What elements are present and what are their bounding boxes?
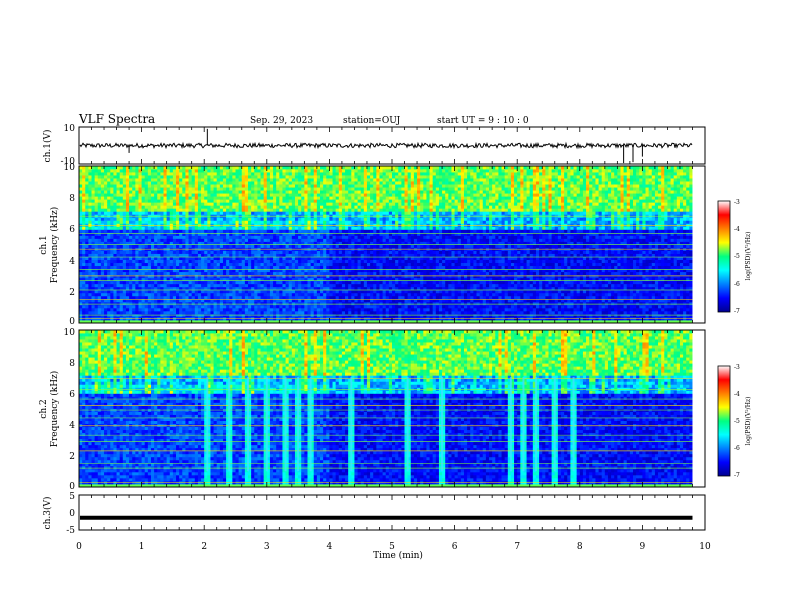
ch1-ytick-top: 10 <box>64 124 76 134</box>
cb1-tick-m3: -3 <box>734 199 740 206</box>
cb2-tick-m3: -3 <box>734 364 740 371</box>
xtick-10: 10 <box>699 542 711 552</box>
ch3-ytick-bottom: -5 <box>66 526 75 536</box>
ch2-spec-ytick-10: 10 <box>64 328 76 338</box>
xtick-9: 9 <box>640 542 646 552</box>
cb1-tick-m4: -4 <box>734 226 740 233</box>
cb2-tick-m5: -5 <box>734 418 740 425</box>
xtick-0: 0 <box>76 542 82 552</box>
ch1-waveform-panel: 10 -10 ch.1(V) <box>42 124 706 167</box>
ch1-waveform-spikes <box>128 128 643 164</box>
ch1-ytick-bottom: -10 <box>61 157 76 167</box>
cb1-tick-m6: -6 <box>734 281 740 288</box>
xtick-1: 1 <box>139 542 145 552</box>
ch3-ytick-mid: 0 <box>69 509 75 519</box>
ch1-ylabel: ch.1(V) <box>42 130 53 163</box>
x-axis-label: Time (min) <box>373 550 423 561</box>
xtick-7: 7 <box>514 542 520 552</box>
cb2-tick-m7: -7 <box>734 472 740 479</box>
ch2-spec-ytick-2: 2 <box>69 452 75 462</box>
xtick-2: 2 <box>201 542 207 552</box>
ch1-spec-ytick-6: 6 <box>69 225 75 235</box>
x-axis: 0 1 2 3 4 5 6 7 8 9 10 Time (min) <box>76 542 711 561</box>
ch1-spectrogram-panel: 0 2 4 6 8 10 ch.1 Frequency (kHz) <box>39 163 706 327</box>
cb2-tick-m6: -6 <box>734 445 740 452</box>
ch1-spectrogram-image <box>79 166 705 324</box>
ch2-spec-ytick-6: 6 <box>69 390 75 400</box>
ch1-spec-ytick-4: 4 <box>69 257 75 267</box>
xtick-5: 5 <box>389 542 395 552</box>
ch2-spectrogram-image <box>79 330 705 488</box>
ch1-waveform-trace <box>79 141 693 150</box>
ch2-colorbar: -3 -4 -5 -6 -7 log(PSD)(V²/Hz) <box>717 364 752 479</box>
ch1-spec-ytick-2: 2 <box>69 288 75 298</box>
ch1-spec-ytick-10: 10 <box>64 163 76 173</box>
ch2-spec-ylabel-frequency: Frequency (kHz) <box>49 371 60 448</box>
cb1-label: log(PSD)(V²/Hz) <box>745 232 752 281</box>
xtick-8: 8 <box>577 542 583 552</box>
ch3-ytick-top: 5 <box>69 492 75 502</box>
ch1-spec-ylabel-channel: ch.1 <box>39 235 49 254</box>
xtick-6: 6 <box>452 542 458 552</box>
ch2-spec-ylabel-channel: ch.2 <box>39 399 49 418</box>
cb2-label: log(PSD)(V²/Hz) <box>745 397 752 446</box>
ch2-spec-ytick-8: 8 <box>69 359 75 369</box>
header-station: station=OUJ <box>343 116 401 126</box>
figure-title: VLF Spectra <box>78 112 155 126</box>
header-start-time: start UT = 9 : 10 : 0 <box>437 116 529 126</box>
header-date: Sep. 29, 2023 <box>250 116 313 126</box>
ch3-ylabel: ch.3(V) <box>42 497 53 530</box>
time-axis-ticks <box>78 127 706 530</box>
cb1-tick-m7: -7 <box>734 308 740 315</box>
ch2-spectrogram-panel: 0 2 4 6 8 10 ch.2 Frequency (kHz) <box>39 328 706 492</box>
ch2-spec-ytick-4: 4 <box>69 421 75 431</box>
ch1-spec-ytick-8: 8 <box>69 194 75 204</box>
ch1-spec-ytick-0: 0 <box>69 317 75 327</box>
cb1-tick-m5: -5 <box>734 253 740 260</box>
ch2-spec-ytick-0: 0 <box>69 482 75 492</box>
ch1-spec-ylabel-frequency: Frequency (kHz) <box>49 207 60 284</box>
ch1-colorbar: -3 -4 -5 -6 -7 log(PSD)(V²/Hz) <box>717 199 752 315</box>
cb2-tick-m4: -4 <box>734 391 740 398</box>
xtick-4: 4 <box>327 542 333 552</box>
xtick-3: 3 <box>264 542 270 552</box>
